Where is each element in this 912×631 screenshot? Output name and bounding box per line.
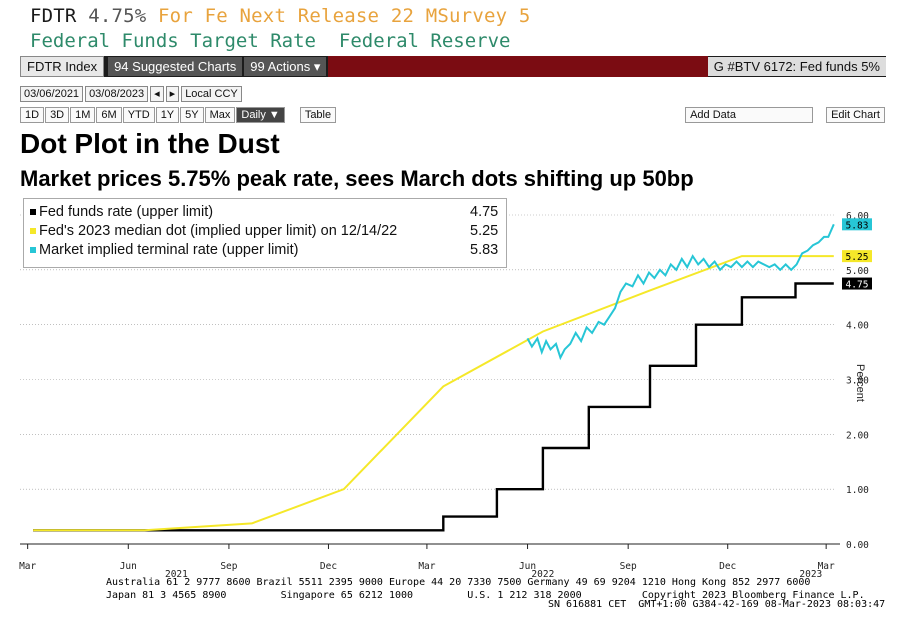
chart-subtitle: Market prices 5.75% peak rate, sees Marc… [20,166,694,191]
x-tick-label: Jun [519,561,536,572]
actions-menu[interactable]: 99 Actions ▾ [244,57,327,76]
series-line-2 [33,255,834,532]
currency-select[interactable]: Local CCY [181,86,242,102]
x-tick-label: Jun [120,561,137,572]
range-1d[interactable]: 1D [20,107,45,123]
footer-contacts-1: Australia 61 2 9777 8600 Brazil 5511 239… [106,577,811,588]
y-axis-title: Percent [854,364,866,402]
range-5y[interactable]: 5Y [180,107,204,123]
legend-value: 5.83 [470,242,499,258]
y-tick-label: 3.00 [846,376,869,387]
range-toolbar: 1D 3D 1M 6M YTD 1Y 5Y Max Daily ▼ Table … [20,107,886,123]
y-tick-label: 0.00 [846,540,869,551]
x-tick-label: Mar [818,561,835,572]
footer-contacts-2: Japan 81 3 4565 8900 Singapore 65 6212 1… [106,590,865,601]
x-year-label: 2023 [799,569,822,580]
last-value-label: 5.83 [846,220,869,231]
date-toolbar: 03/06/2021 03/08/2023 ◂ ▸ Local CCY [20,86,886,102]
y-tick-label: 6.00 [846,211,869,222]
last-value-label: 5.25 [846,252,869,263]
security-description: Federal Funds Target Rate [30,30,316,52]
legend-value: 4.75 [470,204,499,220]
legend-item-fed-funds: Fed funds rate (upper limit) 4.75 [30,204,498,222]
next-release: Next Release 22 M [239,5,438,27]
legend-marker [30,247,36,254]
function-toolbar: FDTR Index 94 Suggested Charts 99 Action… [20,56,886,77]
last-value-tag [842,277,872,290]
index-field[interactable]: FDTR Index [20,56,105,77]
x-tick-label: Mar [418,561,435,572]
series-line-1 [33,282,834,532]
y-tick-label: 1.00 [846,485,869,496]
legend-marker [30,228,36,235]
legend-label: Market implied terminal rate (upper limi… [39,242,299,258]
x-year-label: 2021 [165,569,188,580]
survey: Survey 5 [437,5,531,27]
range-max[interactable]: Max [204,107,236,123]
toolbar-spacer [328,56,708,77]
legend-value: 5.25 [470,223,499,239]
suggested-charts-button[interactable]: 94 Suggested Charts [108,57,243,76]
range-1m[interactable]: 1M [70,107,96,123]
y-tick-label: 4.00 [846,321,869,332]
security-source: Federal Reserve [338,30,511,52]
footer-session: SN 616881 CET GMT+1:00 G384-42-169 08-Ma… [548,599,886,610]
series-line-3 [526,223,835,361]
start-date-field[interactable]: 03/06/2021 [20,86,84,102]
x-tick-label: Dec [320,561,337,572]
chart-title: Dot Plot in the Dust [20,128,280,159]
range-ytd[interactable]: YTD [122,107,155,123]
for-label: For Fe [158,5,228,27]
x-year-label: 2022 [531,569,554,580]
last-value-tag [842,250,872,263]
nav-next-icon[interactable]: ▸ [165,86,180,102]
legend: Fed funds rate (upper limit) 4.75 Fed's 2… [23,198,507,268]
axis-layer: 0.00 1.00 2.00 3.00 4.00 5.00 6.00 Mar Jun Sep Dec… [19,211,872,580]
chart-reference[interactable]: G #BTV 6172: Fed funds 5% [707,57,886,76]
series-layer [33,223,835,532]
x-tick-label: Sep [620,561,637,572]
end-date-field[interactable]: 03/08/2023 [85,86,149,102]
legend-marker [30,209,36,216]
nav-prev-icon[interactable]: ◂ [150,86,164,102]
edit-chart-button[interactable]: Edit Chart [826,107,885,123]
legend-item-median-dot: Fed's 2023 median dot (implied upper lim… [30,223,498,241]
frequency-select[interactable]: Daily ▼ [236,107,285,123]
x-tick-label: Mar [19,561,36,572]
ticker-value: 4.75% [88,5,147,27]
ticker-symbol: FDTR [30,5,77,27]
description-line: Federal Funds Target Rate Federal Reserv… [30,30,510,52]
range-1y[interactable]: 1Y [155,107,180,123]
legend-item-market-implied: Market implied terminal rate (upper limi… [30,242,498,260]
ticker-line: FDTR 4.75% For Fe Next Release 22 MSurve… [30,5,531,27]
x-tick-label: Dec [719,561,736,572]
range-3d[interactable]: 3D [45,107,70,123]
range-6m[interactable]: 6M [96,107,122,123]
legend-label: Fed's 2023 median dot (implied upper lim… [39,223,398,239]
table-button[interactable]: Table [299,107,337,123]
y-tick-label: 2.00 [846,430,869,441]
last-value-label: 4.75 [846,280,869,291]
add-data-field[interactable]: Add Data [685,107,814,123]
x-tick-label: Sep [220,561,237,572]
y-tick-label: 5.00 [846,266,869,277]
last-value-tag [842,218,872,231]
legend-label: Fed funds rate (upper limit) [39,204,214,220]
